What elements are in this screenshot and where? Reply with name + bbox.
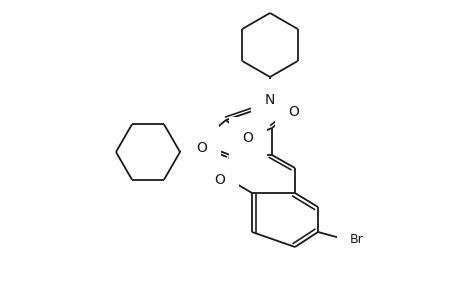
Text: O: O: [242, 131, 253, 145]
Text: O: O: [214, 173, 225, 187]
Text: N: N: [264, 93, 274, 107]
Text: Br: Br: [349, 233, 363, 247]
Text: N: N: [195, 133, 205, 147]
Text: O: O: [196, 141, 207, 155]
Text: O: O: [288, 105, 299, 119]
